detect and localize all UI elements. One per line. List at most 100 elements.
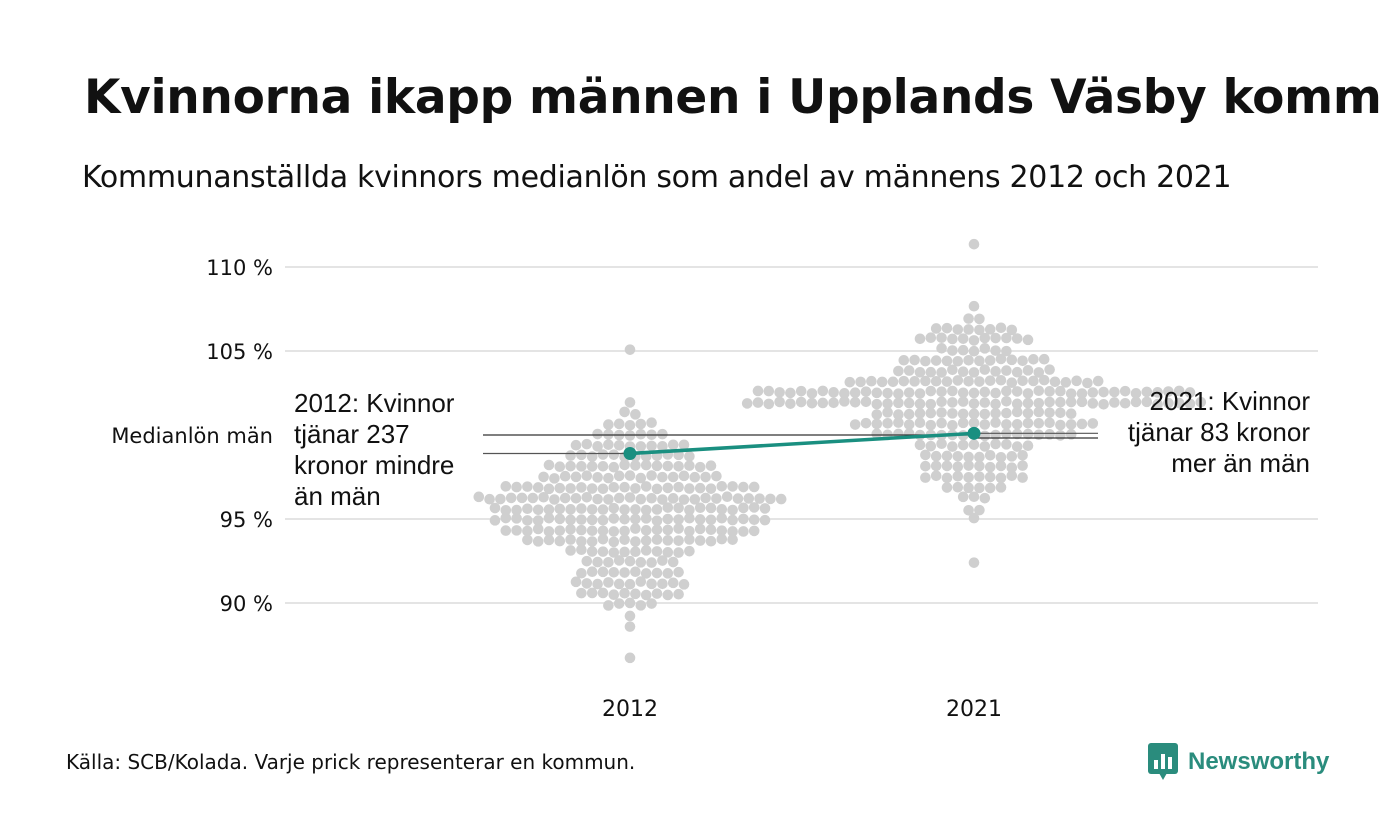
y-tick-label: 105 % (206, 340, 273, 364)
municipality-dot (925, 407, 937, 419)
municipality-dot (630, 523, 641, 534)
municipality-dot (974, 313, 985, 325)
municipality-dot (860, 417, 872, 429)
municipality-dot (624, 419, 636, 431)
municipality-dot (968, 238, 980, 250)
municipality-dot (673, 535, 684, 546)
municipality-dot (1028, 375, 1039, 387)
municipality-dot (941, 482, 953, 493)
municipality-dot (646, 598, 657, 609)
municipality-dot (516, 492, 528, 504)
municipality-dot (592, 472, 603, 483)
municipality-dot (662, 513, 674, 525)
municipality-dot (984, 355, 996, 366)
municipality-dot (635, 418, 647, 430)
municipality-dot (597, 483, 609, 495)
municipality-dot (968, 367, 980, 378)
municipality-dot (619, 406, 630, 418)
municipality-dot (543, 459, 555, 471)
municipality-dot (532, 482, 544, 493)
municipality-dot (775, 493, 787, 505)
municipality-dot (559, 492, 571, 504)
municipality-dot (882, 387, 893, 399)
municipality-dot (640, 589, 652, 601)
municipality-dot (694, 502, 706, 514)
chart-subtitle: Kommunanställda kvinnors medianlön som a… (82, 160, 1232, 195)
municipality-dot (979, 332, 991, 344)
municipality-dot (646, 440, 657, 452)
municipality-dot (855, 376, 866, 388)
municipality-dot (1022, 388, 1034, 399)
municipality-dot (925, 332, 937, 344)
municipality-dot (565, 450, 576, 461)
municipality-dot (957, 387, 969, 399)
municipality-dot (903, 387, 915, 398)
municipality-dot (651, 460, 663, 472)
municipality-dot (898, 354, 910, 366)
municipality-dot (920, 460, 931, 472)
municipality-dot (684, 512, 695, 524)
municipality-dot (952, 450, 964, 462)
brand-name: Newsworthy (1188, 748, 1330, 775)
municipality-dot (941, 460, 953, 472)
municipality-dot (586, 504, 598, 515)
municipality-dot (974, 482, 985, 494)
municipality-dot (828, 387, 839, 398)
municipality-dot (684, 534, 695, 545)
municipality-dot (1022, 428, 1034, 440)
municipality-dot (619, 525, 630, 537)
municipality-dot (903, 419, 915, 430)
municipality-dot (963, 375, 974, 387)
municipality-dot (1011, 441, 1023, 452)
municipality-dot (957, 396, 969, 407)
municipality-dot (1033, 385, 1045, 397)
municipality-dot (619, 587, 630, 599)
municipality-dot (1184, 387, 1196, 398)
municipality-dot (1022, 417, 1034, 429)
municipality-dot (738, 502, 749, 514)
municipality-dot (920, 449, 931, 461)
municipality-dot (1195, 396, 1207, 408)
municipality-dot (613, 555, 625, 566)
municipality-dot (1076, 396, 1088, 408)
municipality-dot (635, 472, 647, 484)
municipality-dot (1033, 397, 1045, 409)
municipality-dot (603, 600, 614, 611)
municipality-dot (570, 576, 582, 588)
highlight-point (623, 446, 637, 460)
municipality-dot (806, 388, 818, 399)
municipality-dot (963, 324, 974, 335)
municipality-dot (613, 439, 625, 451)
municipality-dot (613, 418, 625, 430)
municipality-dot (603, 556, 614, 568)
municipality-dot (619, 513, 630, 525)
municipality-dot (511, 504, 522, 516)
municipality-dot (608, 536, 620, 548)
municipality-dot (630, 409, 641, 420)
municipality-dot (765, 493, 776, 505)
municipality-dot (909, 376, 920, 387)
municipality-dot (532, 536, 544, 547)
x-tick-label: 2012 (602, 697, 658, 722)
municipality-dot (1033, 418, 1045, 429)
municipality-dot (866, 375, 877, 387)
municipality-dot (795, 396, 807, 408)
municipality-dot (774, 387, 785, 398)
municipality-dot (581, 555, 593, 567)
municipality-dot (957, 333, 969, 344)
municipality-dot (1130, 388, 1142, 399)
municipality-dot (871, 387, 883, 399)
municipality-dot (930, 470, 942, 482)
municipality-dot (554, 482, 566, 494)
municipality-dot (640, 481, 652, 492)
municipality-dot (1065, 388, 1077, 399)
municipality-dot (979, 408, 991, 420)
municipality-dot (608, 481, 620, 493)
municipality-dot (597, 566, 609, 578)
municipality-dot (1017, 375, 1028, 387)
municipality-dot (785, 398, 796, 409)
municipality-dot (995, 472, 1007, 484)
municipality-dot (963, 451, 974, 463)
municipality-dot (1065, 408, 1077, 420)
municipality-dot (925, 440, 937, 452)
